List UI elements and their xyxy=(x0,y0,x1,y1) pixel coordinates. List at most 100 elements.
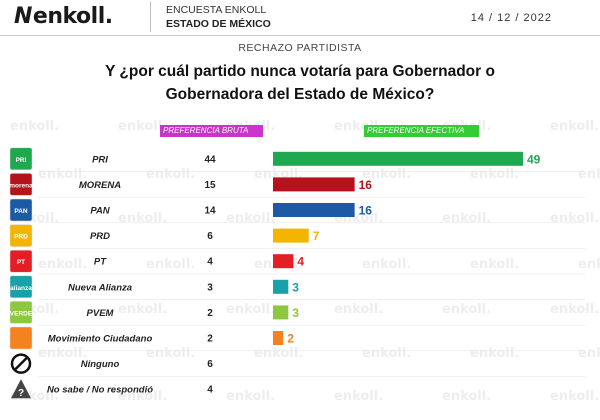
efectiva-bar xyxy=(273,151,523,166)
chart-row: PRD PRD 6 7 xyxy=(9,224,585,249)
watermark-text: enkoll. xyxy=(442,389,491,404)
efectiva-value: 3 xyxy=(292,280,299,294)
question-line-2: Gobernadora del Estado de México? xyxy=(165,86,435,103)
category-label: Nueva Alianza xyxy=(68,282,132,293)
watermark-text: enkoll. xyxy=(442,302,491,317)
watermark-text: enkoll. xyxy=(550,119,599,134)
bruta-value: 4 xyxy=(207,257,213,268)
enkoll-n-icon: N xyxy=(14,4,32,29)
bruta-value: 6 xyxy=(207,359,213,370)
watermark-text: enkoll. xyxy=(550,389,599,404)
bruta-value: 44 xyxy=(204,154,216,165)
watermark-text: enkoll. xyxy=(578,167,600,182)
category-label: MORENA xyxy=(79,180,121,191)
efectiva-value: 3 xyxy=(292,306,299,320)
efectiva-bar xyxy=(273,203,355,217)
question-triangle xyxy=(11,379,31,399)
prd-logo-icon: PRD xyxy=(9,224,33,247)
header-rule xyxy=(0,35,600,36)
category-label: No sabe / No respondió xyxy=(47,385,153,396)
bruta-value: 2 xyxy=(207,334,213,345)
watermark-text: enkoll. xyxy=(10,119,59,134)
efectiva-bar xyxy=(273,177,355,192)
chart-row: Ninguno 6 xyxy=(10,353,585,377)
bruta-value: 4 xyxy=(207,385,213,396)
bruta-value: 14 xyxy=(204,206,216,217)
watermark-text: enkoll. xyxy=(334,302,383,317)
efectiva-value: 7 xyxy=(313,229,320,243)
column-label-efectiva: PREFERENCIA EFECTIVA xyxy=(364,125,479,137)
logo-box xyxy=(9,147,33,171)
bruta-value: 15 xyxy=(204,180,216,191)
no-sabe-icon: ? xyxy=(11,379,31,399)
watermark-text: enkoll. xyxy=(442,211,491,226)
efectiva-bar xyxy=(273,254,294,269)
chart-row: PT PT 4 4 xyxy=(9,249,585,275)
category-label: PVEM xyxy=(87,308,115,319)
pvem-logo-icon: VERDE xyxy=(9,301,33,324)
watermark-text: enkoll. xyxy=(362,167,411,182)
logo-box xyxy=(9,224,33,247)
report-date: 14 / 12 / 2022 xyxy=(470,12,552,24)
watermark-text: enkoll. xyxy=(38,257,87,272)
pt-logo-icon: PT xyxy=(9,249,33,273)
watermark-text: enkoll. xyxy=(38,167,87,182)
category-label: PT xyxy=(94,257,107,268)
logo-text: VERDE xyxy=(10,310,33,317)
nueva-alianza-logo-icon: alianza xyxy=(9,275,33,299)
pri-logo-icon: PRI xyxy=(9,147,33,171)
chart-row: ? No sabe / No respondió 4 xyxy=(11,379,213,399)
logo-text: PT xyxy=(17,259,25,266)
efectiva-value: 16 xyxy=(359,178,373,192)
watermark-text: enkoll. xyxy=(118,302,167,317)
logo-text: morena xyxy=(9,182,33,189)
logo-text: PRI xyxy=(16,157,27,164)
watermark-text: enkoll. xyxy=(550,211,599,226)
logo-box xyxy=(9,326,33,350)
watermark-text: enkoll. xyxy=(118,211,167,226)
morena-logo-icon: morena xyxy=(9,173,33,196)
question-line-1: Y ¿por cuál partido nunca votaría para G… xyxy=(105,63,495,80)
logo-box xyxy=(9,173,33,196)
header-divider xyxy=(150,2,151,32)
efectiva-bar xyxy=(273,305,289,320)
ninguno-icon xyxy=(10,353,32,374)
watermark-text: enkoll. xyxy=(146,346,195,361)
watermark-text: enkoll. xyxy=(470,346,519,361)
no-symbol-circle xyxy=(10,353,32,374)
watermark-text: enkoll. xyxy=(254,346,303,361)
efectiva-value: 49 xyxy=(527,152,541,166)
watermark-text: enkoll. xyxy=(470,167,519,182)
survey-label: ENCUESTA ENKOLL xyxy=(166,4,267,16)
chart-row: PAN PAN 14 16 xyxy=(9,198,585,224)
watermark-text: enkoll. xyxy=(550,302,599,317)
state-label: ESTADO DE MÉXICO xyxy=(166,18,271,30)
logo-text: alianza xyxy=(10,285,32,292)
logo-box xyxy=(9,301,33,324)
watermark-text: enkoll. xyxy=(226,211,275,226)
chart-subtitle: RECHAZO PARTIDISTA xyxy=(238,42,362,54)
question-mark: ? xyxy=(18,388,24,399)
chart-row: PRI PRI 44 49 xyxy=(9,147,585,172)
pan-logo-icon: PAN xyxy=(9,198,33,222)
category-label: PAN xyxy=(90,206,110,217)
efectiva-value: 4 xyxy=(297,255,304,269)
logo-text: enkoll. xyxy=(32,4,113,29)
category-label: Movimiento Ciudadano xyxy=(48,334,153,345)
efectiva-value: 16 xyxy=(359,204,373,218)
report-header: Nenkoll. ENCUESTA ENKOLL ESTADO DE MÉXIC… xyxy=(0,0,600,36)
bruta-value: 3 xyxy=(207,282,213,293)
logo-box xyxy=(9,275,33,299)
chart-row: alianza Nueva Alianza 3 3 xyxy=(9,275,585,300)
efectiva-bar xyxy=(273,279,289,294)
efectiva-bar xyxy=(273,228,309,243)
category-label: PRI xyxy=(92,154,108,165)
chart-row: VERDE PVEM 2 3 xyxy=(9,301,585,326)
watermark-text: enkoll. xyxy=(118,389,167,404)
chart-question: Y ¿por cuál partido nunca votaría para G… xyxy=(40,60,560,106)
category-label: PRD xyxy=(90,231,110,242)
watermark-text: enkoll. xyxy=(362,346,411,361)
watermark-text: enkoll. xyxy=(578,257,600,272)
efectiva-bar xyxy=(273,331,284,345)
